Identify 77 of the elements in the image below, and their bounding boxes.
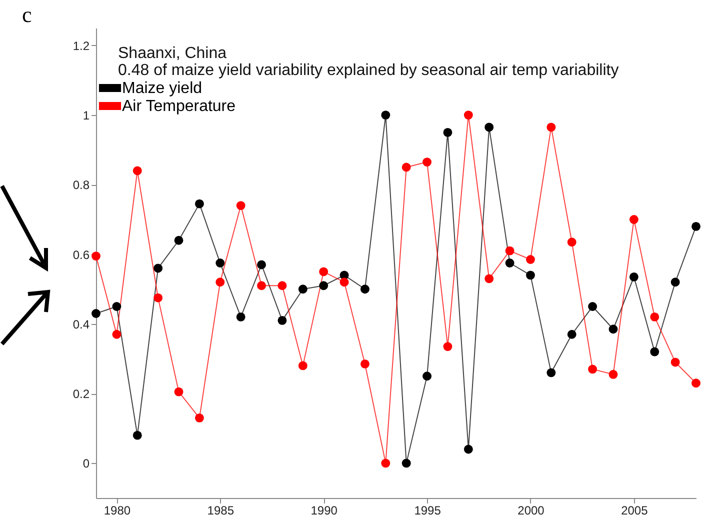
x-tick-label: 1990 <box>310 504 338 517</box>
point <box>174 236 184 245</box>
point <box>588 364 598 374</box>
point <box>381 110 390 120</box>
point <box>381 458 390 468</box>
point <box>154 293 163 302</box>
point <box>319 267 328 276</box>
point <box>443 342 452 352</box>
point <box>298 361 308 370</box>
point <box>319 281 328 290</box>
point <box>484 274 494 284</box>
x-tick-label: 2000 <box>518 504 545 517</box>
point <box>340 278 349 287</box>
point <box>484 122 494 132</box>
point <box>257 260 266 270</box>
legend-label: Maize yield <box>122 80 202 97</box>
point <box>670 358 680 367</box>
point <box>670 278 680 287</box>
y-tick-label: 1.2 <box>72 38 90 53</box>
text: c <box>22 2 32 28</box>
point <box>216 278 225 287</box>
point <box>236 312 246 322</box>
point <box>194 199 204 208</box>
point <box>629 272 638 282</box>
point <box>526 270 535 280</box>
point <box>422 158 432 166</box>
y-tick-label: 0 <box>82 456 90 471</box>
point <box>505 246 514 256</box>
point <box>278 281 287 290</box>
point <box>567 330 576 339</box>
text: Shaanxi, China <box>118 45 227 62</box>
point <box>608 324 618 334</box>
point <box>132 166 142 176</box>
point <box>464 444 473 454</box>
point <box>567 238 576 247</box>
point <box>526 255 535 264</box>
x-tick-label: 1985 <box>207 504 234 517</box>
y-tick-label: 0.4 <box>72 317 90 332</box>
point <box>505 258 514 268</box>
point <box>629 215 638 224</box>
point <box>132 430 142 440</box>
point <box>278 316 287 325</box>
point <box>443 128 452 137</box>
point <box>650 312 660 322</box>
point <box>257 281 266 290</box>
y-tick-label: 1 <box>82 108 90 123</box>
y-tick-label: 0.6 <box>72 248 90 262</box>
point <box>92 309 100 318</box>
point <box>402 458 411 468</box>
point <box>360 360 370 368</box>
x-tick-label: 2005 <box>621 504 648 517</box>
point <box>692 222 700 231</box>
y-tick-label: 0.2 <box>72 387 90 402</box>
y-tick-label: 0.8 <box>72 178 90 192</box>
point <box>608 370 618 379</box>
point <box>692 378 700 388</box>
point <box>464 110 473 120</box>
x-tick-label: 1980 <box>104 504 131 517</box>
point <box>154 264 163 273</box>
x-tick-label: 1995 <box>414 504 442 517</box>
point <box>422 372 432 381</box>
point <box>360 284 370 294</box>
text: 0.48 of maize yield variability explained by seasonal air temp variability <box>118 62 619 79</box>
point <box>546 122 556 132</box>
point <box>546 368 556 378</box>
point <box>92 252 100 260</box>
point <box>236 201 246 210</box>
point <box>216 258 225 268</box>
point <box>112 302 122 311</box>
point <box>298 284 308 294</box>
point <box>112 330 122 339</box>
point <box>174 387 184 396</box>
point <box>588 302 598 311</box>
legend-label: Air Temperature <box>122 98 236 115</box>
point <box>194 413 204 422</box>
point <box>402 162 411 172</box>
point <box>650 347 660 356</box>
